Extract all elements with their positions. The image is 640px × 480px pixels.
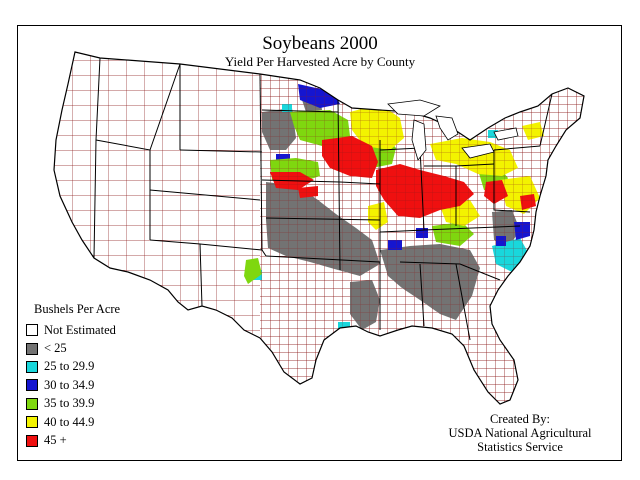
- legend-title: Bushels Per Acre: [34, 302, 121, 316]
- legend-label: 25 to 29.9: [44, 359, 95, 374]
- legend-swatch: [26, 434, 38, 447]
- legend-item-lt25: < 25: [26, 339, 120, 357]
- legend-item-45-plus: 45 +: [26, 431, 120, 449]
- legend-swatch: [26, 379, 38, 392]
- legend-item-35-39: 35 to 39.9: [26, 395, 120, 413]
- legend-swatch: [26, 397, 38, 410]
- legend-label: 30 to 34.9: [44, 377, 95, 392]
- legend: Bushels Per Acre Not Estimated < 25 25 t…: [26, 302, 120, 450]
- great-lakes: [387, 99, 519, 161]
- legend-swatch: [26, 360, 38, 373]
- credit-line-3: Statistics Service: [477, 440, 563, 454]
- legend-item-25-29: 25 to 29.9: [26, 358, 120, 376]
- map-title: Soybeans 2000: [262, 33, 378, 54]
- legend-item-30-34: 30 to 34.9: [26, 376, 120, 394]
- state-boundaries: [93, 57, 553, 341]
- legend-swatch: [26, 324, 38, 337]
- legend-swatch: [26, 416, 38, 429]
- legend-label: < 25: [44, 341, 67, 356]
- credit-line-1: Created By:: [489, 412, 551, 426]
- map-subtitle: Yield Per Harvested Acre by County: [224, 54, 416, 69]
- credit-line-2: USDA National Agricultural: [448, 426, 592, 440]
- legend-label: 35 to 39.9: [44, 396, 95, 411]
- legend-label: 45 +: [44, 433, 67, 448]
- legend-item-not-estimated: Not Estimated: [26, 321, 120, 339]
- legend-label: Not Estimated: [44, 322, 116, 337]
- legend-label: 40 to 44.9: [44, 414, 95, 429]
- credit-block: Created By: USDA National Agricultural S…: [420, 412, 620, 454]
- legend-item-40-44: 40 to 44.9: [26, 413, 120, 431]
- legend-swatch: [26, 342, 38, 355]
